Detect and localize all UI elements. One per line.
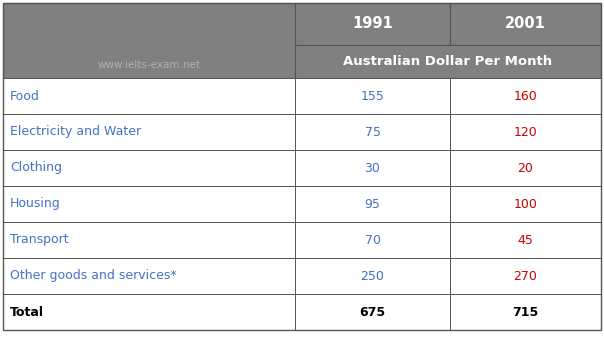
Text: 45: 45 (518, 233, 533, 247)
Text: 70: 70 (364, 233, 381, 247)
Text: Housing: Housing (10, 197, 61, 210)
Text: 715: 715 (512, 306, 539, 318)
Bar (295, 45, 601, 78)
Bar (450, 3, 601, 45)
Text: www.ielts-exam.net: www.ielts-exam.net (97, 60, 201, 70)
Bar (295, 150, 450, 186)
Bar (3, 78, 295, 114)
Text: 1991: 1991 (352, 17, 393, 32)
Bar (450, 258, 601, 294)
Text: 160: 160 (513, 89, 538, 103)
Text: 270: 270 (513, 270, 538, 283)
Bar (450, 294, 601, 330)
Text: 30: 30 (365, 162, 381, 174)
Bar (450, 186, 601, 222)
Text: 100: 100 (513, 197, 538, 210)
Bar (295, 222, 450, 258)
Text: 75: 75 (364, 126, 381, 139)
Text: Food: Food (10, 89, 40, 103)
Text: 250: 250 (361, 270, 384, 283)
Bar (3, 114, 295, 150)
Bar (3, 294, 295, 330)
Bar (3, 3, 295, 78)
Text: Australian Dollar Per Month: Australian Dollar Per Month (344, 55, 553, 68)
Bar (3, 186, 295, 222)
Bar (295, 78, 450, 114)
Text: Total: Total (10, 306, 44, 318)
Text: Other goods and services*: Other goods and services* (10, 270, 176, 283)
Text: 675: 675 (359, 306, 385, 318)
Bar (3, 150, 295, 186)
Bar (295, 114, 450, 150)
Bar (295, 186, 450, 222)
Bar (450, 114, 601, 150)
Text: 2001: 2001 (505, 17, 546, 32)
Bar (295, 294, 450, 330)
Text: 95: 95 (365, 197, 381, 210)
Text: Clothing: Clothing (10, 162, 62, 174)
Bar (295, 258, 450, 294)
Text: 20: 20 (518, 162, 533, 174)
Text: Transport: Transport (10, 233, 69, 247)
Text: 155: 155 (361, 89, 384, 103)
Text: 120: 120 (513, 126, 538, 139)
Bar (3, 258, 295, 294)
Bar (295, 3, 450, 45)
Bar (450, 78, 601, 114)
Bar (450, 150, 601, 186)
Bar (3, 222, 295, 258)
Bar (450, 222, 601, 258)
Text: Electricity and Water: Electricity and Water (10, 126, 141, 139)
